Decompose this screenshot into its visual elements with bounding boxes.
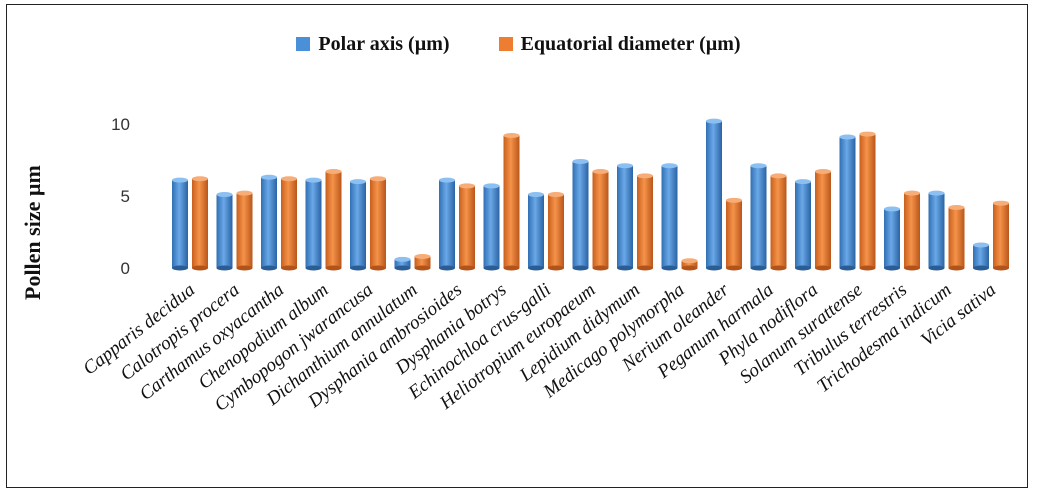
bar-equatorial-diameter	[726, 197, 742, 271]
bar-polar-axis	[661, 163, 678, 271]
bar-polar-axis	[305, 177, 322, 271]
bar-equatorial-diameter	[548, 192, 564, 271]
y-tick-label: 5	[121, 187, 130, 206]
bar-polar-axis	[172, 177, 188, 271]
bar-equatorial-diameter	[192, 176, 208, 271]
bar-equatorial-diameter	[459, 183, 475, 271]
bar-polar-axis	[617, 163, 633, 271]
legend-swatch-equatorial	[498, 36, 513, 51]
bar-equatorial-diameter	[993, 200, 1009, 271]
bar-polar-axis	[839, 134, 856, 271]
bar-equatorial-diameter	[637, 173, 653, 271]
bar-equatorial-diameter	[325, 169, 342, 271]
bar-equatorial-diameter	[236, 190, 253, 271]
legend-label-equatorial: Equatorial diameter (µm)	[520, 32, 741, 55]
bar-polar-axis	[884, 206, 900, 271]
bar-equatorial-diameter	[904, 190, 920, 271]
legend-swatch-polar	[296, 36, 311, 51]
bar-equatorial-diameter	[370, 176, 386, 271]
bar-equatorial-diameter	[681, 258, 698, 271]
legend: Polar axis (µm) Equatorial diameter (µm)	[0, 32, 1037, 56]
bar-equatorial-diameter	[592, 169, 609, 271]
bar-polar-axis	[973, 242, 989, 271]
bar-polar-axis	[528, 192, 544, 271]
bar-polar-axis	[483, 183, 500, 271]
bar-polar-axis	[706, 118, 722, 271]
legend-item-equatorial-diameter: Equatorial diameter (µm)	[498, 32, 741, 56]
y-tick-label: 10	[111, 115, 130, 134]
bars	[172, 118, 1009, 271]
bar-equatorial-diameter	[414, 253, 431, 271]
bar-polar-axis	[394, 256, 411, 271]
bar-polar-axis	[750, 163, 767, 271]
bar-equatorial-diameter	[859, 131, 876, 271]
legend-label-polar: Polar axis (µm)	[318, 32, 450, 55]
chart-frame	[6, 4, 1028, 488]
legend-item-polar-axis: Polar axis (µm)	[296, 32, 450, 56]
bar-polar-axis	[795, 179, 811, 271]
bar-equatorial-diameter	[770, 173, 787, 271]
bar-polar-axis	[261, 174, 277, 271]
bar-equatorial-diameter	[948, 205, 965, 271]
bar-polar-axis	[439, 177, 455, 271]
bar-equatorial-diameter	[503, 133, 520, 271]
bar-polar-axis	[216, 192, 233, 271]
bar-polar-axis	[350, 179, 366, 271]
bar-polar-axis	[928, 190, 945, 271]
y-axis-ticks: 0 5 10	[111, 115, 130, 278]
bar-polar-axis	[572, 158, 589, 271]
bar-equatorial-diameter	[815, 169, 831, 271]
y-tick-label: 0	[121, 259, 130, 278]
bar-equatorial-diameter	[281, 176, 297, 271]
